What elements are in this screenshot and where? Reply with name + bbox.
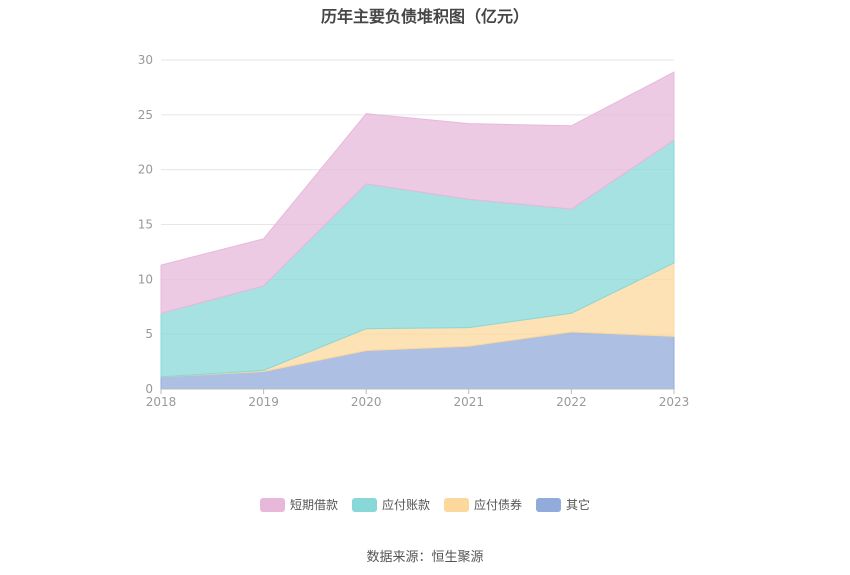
legend-label: 应付债券 <box>474 498 523 512</box>
legend: 短期借款 应付账款 应付债券 其它 <box>0 496 850 513</box>
area-series <box>160 71 675 314</box>
x-tick-label: 2022 <box>556 395 587 409</box>
y-tick-label: 15 <box>138 218 153 232</box>
legend-item[interactable]: 应付债券 <box>444 496 522 513</box>
y-tick-label: 5 <box>145 327 153 341</box>
x-tick-label: 2021 <box>454 395 485 409</box>
y-tick-label: 0 <box>145 382 153 396</box>
y-tick-label: 10 <box>138 272 153 286</box>
legend-swatch <box>351 497 377 512</box>
legend-label: 短期借款 <box>289 498 338 512</box>
x-tick-label: 2018 <box>146 395 177 409</box>
chart-title: 历年主要负债堆积图（亿元） <box>320 7 529 26</box>
legend-label: 其它 <box>566 498 591 512</box>
legend-swatch <box>259 497 285 512</box>
y-tick-label: 20 <box>138 163 153 177</box>
legend-item[interactable]: 应付账款 <box>351 496 430 513</box>
y-tick-label: 25 <box>138 108 153 122</box>
legend-swatch <box>444 497 469 512</box>
x-tick-label: 2020 <box>351 395 382 409</box>
x-tick-label: 2019 <box>248 395 279 409</box>
x-tick-label: 2023 <box>659 395 690 409</box>
y-tick-label: 30 <box>138 53 153 67</box>
legend-swatch <box>536 497 562 512</box>
source-note: 数据来源：恒生聚源 <box>366 550 484 565</box>
legend-item[interactable]: 其它 <box>536 496 590 513</box>
legend-label: 应付账款 <box>381 498 430 512</box>
legend-item[interactable]: 短期借款 <box>259 496 338 513</box>
